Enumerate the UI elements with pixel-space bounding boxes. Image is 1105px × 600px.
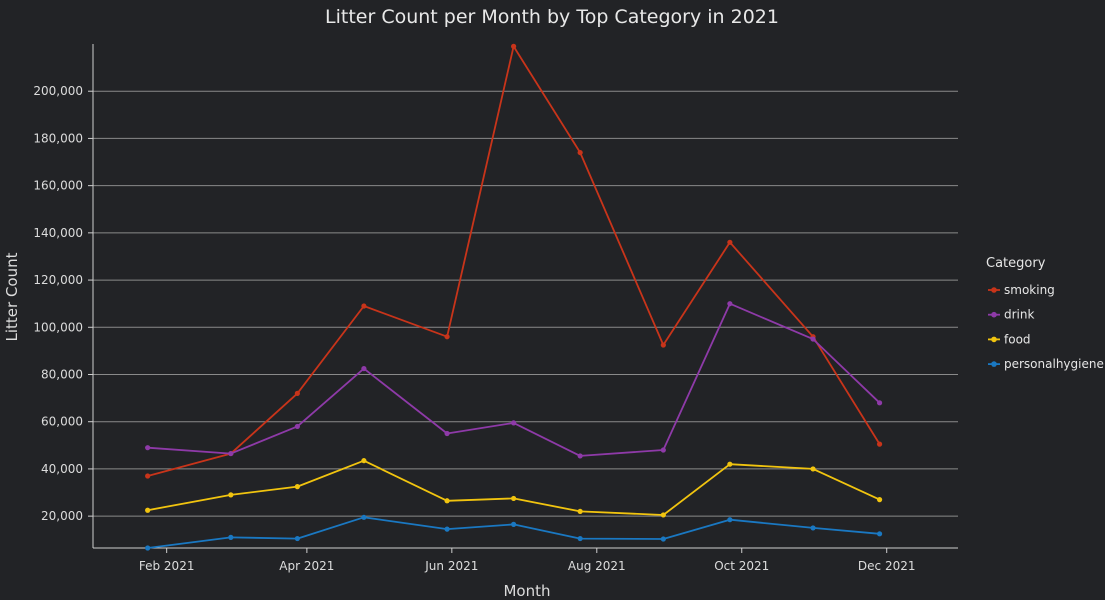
legend-label: drink (1004, 308, 1034, 322)
legend-label: smoking (1004, 283, 1055, 297)
legend-item-food: food (988, 332, 1031, 346)
data-point (444, 498, 450, 504)
y-tick-label: 180,000 (33, 131, 83, 145)
y-tick-label: 20,000 (41, 509, 83, 523)
legend-marker (991, 311, 997, 318)
data-point (294, 390, 300, 396)
data-point (361, 514, 367, 520)
series-line-drink (147, 302, 881, 457)
legend-item-personalhygiene: personalhygiene (988, 357, 1104, 371)
series-line-smoking (147, 45, 881, 477)
data-point (228, 492, 234, 498)
series-smoking (145, 43, 883, 479)
data-point (511, 43, 517, 49)
data-point (660, 447, 666, 453)
data-point (876, 441, 883, 447)
data-point (511, 495, 517, 502)
data-point (876, 400, 883, 406)
data-point (577, 508, 583, 515)
series-food (145, 458, 883, 518)
series-personalhygiene (145, 514, 883, 551)
x-tick-label: Oct 2021 (714, 559, 769, 573)
data-point (361, 303, 367, 309)
legend-item-drink: drink (988, 308, 1034, 322)
data-point (444, 526, 450, 532)
legend-marker (991, 336, 997, 343)
data-point (727, 301, 733, 307)
legend: Category smoking drink food personalhygiene (986, 256, 1104, 371)
y-tick-label: 40,000 (41, 462, 83, 476)
series-drink (145, 301, 883, 459)
legend-marker (991, 361, 997, 367)
data-point (145, 473, 151, 479)
grid-lines (93, 90, 958, 517)
data-point (228, 450, 234, 457)
y-tick-label: 120,000 (33, 273, 83, 287)
data-point (810, 525, 816, 531)
x-tick-label: Aug 2021 (568, 559, 626, 573)
data-point (145, 445, 151, 451)
data-point (511, 521, 517, 527)
data-point (145, 545, 151, 551)
data-point (660, 536, 666, 542)
y-tick-label: 80,000 (41, 367, 83, 381)
data-point (577, 535, 583, 542)
data-point (810, 336, 816, 342)
data-point (294, 484, 300, 490)
legend-title: Category (986, 256, 1046, 271)
x-axis-ticks: Feb 2021 Apr 2021 Jun 2021 Aug 2021 Oct 2021… (139, 548, 916, 573)
data-point (294, 423, 300, 430)
legend-label: personalhygiene (1004, 357, 1104, 371)
data-point (727, 517, 733, 523)
data-point (876, 531, 883, 537)
y-tick-label: 140,000 (33, 226, 83, 240)
y-axis-ticks: 20,000 40,000 60,000 80,000 100,000 120,000 14… (33, 84, 93, 523)
data-point (361, 458, 367, 464)
y-tick-label: 160,000 (33, 179, 83, 193)
series-lines (145, 43, 883, 551)
data-point (444, 334, 450, 340)
axes (92, 44, 958, 549)
data-point (577, 453, 583, 459)
y-tick-label: 60,000 (41, 415, 83, 429)
data-point (228, 534, 234, 540)
x-tick-label: Feb 2021 (139, 559, 195, 573)
legend-marker (991, 287, 997, 293)
data-point (876, 497, 883, 503)
data-point (660, 512, 666, 518)
x-tick-label: Dec 2021 (858, 559, 916, 573)
data-point (727, 239, 733, 245)
data-point (294, 535, 300, 542)
y-axis-title: Litter Count (3, 252, 21, 341)
x-tick-label: Apr 2021 (279, 559, 334, 573)
data-point (361, 365, 367, 372)
y-tick-label: 100,000 (33, 320, 83, 334)
data-point (577, 149, 583, 156)
data-point (145, 507, 151, 513)
legend-label: food (1004, 332, 1031, 346)
data-point (511, 420, 517, 426)
data-point (810, 466, 816, 472)
chart-title: Litter Count per Month by Top Category i… (325, 6, 779, 28)
data-point (727, 461, 733, 467)
legend-item-smoking: smoking (988, 283, 1055, 297)
x-axis-title: Month (503, 582, 550, 600)
x-tick-label: Jun 2021 (424, 559, 478, 573)
y-tick-label: 200,000 (33, 84, 83, 98)
data-point (660, 342, 666, 348)
data-point (444, 430, 450, 437)
